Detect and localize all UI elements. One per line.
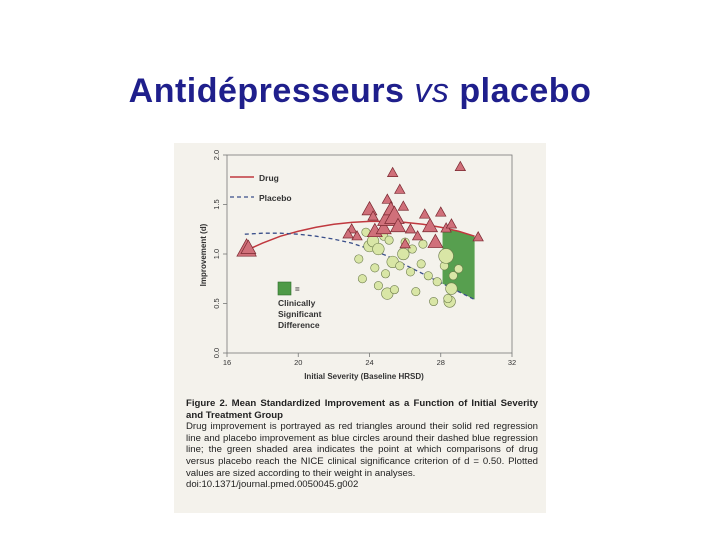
drug-point: [394, 183, 406, 194]
placebo-point: [354, 254, 364, 264]
drug-point: [386, 166, 399, 177]
drug-point: [367, 210, 379, 221]
placebo-point: [418, 239, 428, 249]
placebo-point: [448, 271, 458, 281]
title-part-3: placebo: [449, 72, 592, 110]
placebo-point: [381, 269, 391, 279]
legend-significant-swatch: [277, 281, 292, 296]
drug-point: [351, 230, 363, 241]
y-tick-label: 1.5: [212, 199, 221, 209]
placebo-point: [407, 244, 417, 254]
drug-point: [404, 223, 417, 234]
drug-point: [375, 219, 392, 235]
drug-point: [361, 200, 378, 216]
drug-regression-line: [244, 220, 475, 252]
title-part-1: Antidépresseurs: [128, 72, 415, 110]
figure-caption: Figure 2. Mean Standardized Improvement …: [186, 398, 538, 491]
scatter-chart: 16 20 24 28 32 0.0 0.5 1.0 1.5 2.0 Drug Placebo =…: [199, 150, 516, 381]
y-tick-label: 0.0: [212, 348, 221, 358]
y-tick-label: 2.0: [212, 150, 221, 160]
slide-title: Antidépresseurs vs placebo: [0, 72, 720, 111]
drug-point: [240, 239, 257, 254]
significant-region: [442, 227, 475, 300]
placebo-point: [372, 242, 385, 256]
placebo-point: [443, 294, 453, 304]
placebo-point: [454, 264, 464, 274]
drug-point: [435, 206, 447, 217]
drug-point: [422, 217, 439, 233]
x-tick-label: 16: [223, 358, 231, 367]
caption-doi: doi:10.1371/journal.pmed.0050045.g002: [186, 479, 359, 491]
legend-placebo-label: Placebo: [259, 193, 292, 203]
placebo-point: [397, 247, 410, 261]
drug-point: [418, 208, 431, 219]
drug-point: [411, 230, 424, 241]
drug-point: [389, 217, 407, 233]
caption-heading: Figure 2. Mean Standardized Improvement …: [186, 398, 538, 421]
placebo-point: [423, 271, 433, 281]
caption-body: Drug improvement is portrayed as red tri…: [186, 421, 538, 479]
drug-point: [381, 193, 394, 204]
placebo-point: [438, 248, 454, 264]
drug-point: [454, 160, 467, 172]
placebo-point: [429, 297, 439, 307]
title-vs: vs: [414, 72, 450, 110]
legend-significant-line-1: Clinically: [278, 298, 316, 308]
legend-significant-line-3: Difference: [278, 320, 320, 330]
y-tick-label: 0.5: [212, 298, 221, 308]
placebo-point: [389, 285, 399, 295]
x-tick-label: 24: [365, 358, 373, 367]
x-tick-label: 32: [508, 358, 516, 367]
legend-significant-line-2: Significant: [278, 309, 322, 319]
placebo-regression-line: [244, 232, 475, 301]
drug-point: [445, 218, 458, 229]
placebo-point: [373, 281, 383, 291]
drug-point: [342, 228, 354, 239]
placebo-point: [370, 263, 380, 273]
placebo-point: [445, 282, 458, 295]
x-tick-label: 28: [437, 358, 445, 367]
placebo-point: [357, 274, 367, 284]
x-axis-label: Initial Severity (Baseline HRSD): [304, 372, 424, 381]
x-tick-label: 20: [294, 358, 302, 367]
placebo-point: [416, 259, 426, 269]
figure: 16 20 24 28 32 0.0 0.5 1.0 1.5 2.0 Drug Placebo =…: [174, 143, 546, 513]
drug-point: [472, 231, 484, 242]
drug-point: [384, 205, 405, 224]
placebo-point: [395, 261, 405, 271]
drug-point: [399, 237, 411, 249]
drug-point: [427, 233, 444, 248]
legend-drug-label: Drug: [259, 173, 279, 183]
legend-significant-marker: =: [295, 285, 300, 294]
drug-point: [397, 200, 410, 211]
placebo-point: [411, 287, 421, 297]
placebo-point: [384, 235, 394, 245]
y-tick-label: 1.0: [212, 249, 221, 259]
y-axis-label: Improvement (d): [199, 223, 208, 286]
placebo-point: [432, 277, 442, 287]
placebo-point: [405, 267, 415, 277]
